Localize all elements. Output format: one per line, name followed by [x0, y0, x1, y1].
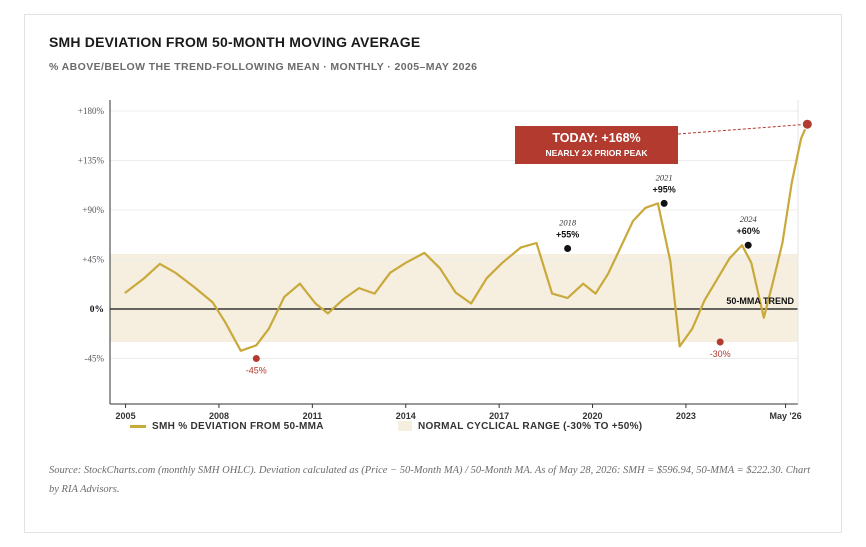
- normal-range-band: [110, 254, 798, 342]
- legend-line-label: SMH % DEVIATION FROM 50-MMA: [152, 421, 324, 432]
- chart-subtitle: % ABOVE/BELOW THE TREND-FOLLOWING MEAN ·…: [49, 61, 478, 73]
- x-tick-label: 2008: [209, 411, 229, 421]
- y-tick-label: +180%: [78, 106, 105, 116]
- x-tick-label: 2023: [676, 411, 696, 421]
- series-line-smh-deviation: [124, 123, 809, 352]
- y-tick-label: +90%: [82, 205, 104, 215]
- peak-marker: [744, 241, 752, 249]
- y-tick-label: 0%: [90, 305, 104, 315]
- x-tick-label: 2017: [489, 411, 509, 421]
- peak-marker: [564, 245, 572, 252]
- peak-year-label: 2021: [656, 172, 673, 182]
- y-tick-label: -45%: [85, 354, 105, 364]
- x-tick-label: 2014: [396, 411, 416, 421]
- today-marker: [801, 118, 813, 130]
- legend-line: SMH % DEVIATION FROM 50-MMA: [130, 421, 324, 432]
- x-tick-label: 2005: [116, 411, 136, 421]
- trough-marker: [252, 355, 260, 362]
- trend-line-label: 50-MMA TREND: [726, 296, 794, 306]
- legend-line-swatch: [130, 424, 146, 428]
- callout-leader-line: [677, 123, 808, 135]
- peak-year-label: 2018: [559, 218, 577, 228]
- peak-year-label: 2024: [740, 214, 758, 224]
- peak-value-label: +60%: [737, 226, 760, 236]
- callout-box: [515, 126, 678, 164]
- legend-band-swatch: [398, 421, 412, 432]
- source-note: Source: StockCharts.com (monthly SMH OHL…: [49, 465, 811, 495]
- x-tick-label: 2020: [583, 411, 603, 421]
- peak-value-label: +95%: [652, 184, 675, 194]
- legend-band: NORMAL CYCLICAL RANGE (-30% TO +50%): [398, 421, 642, 432]
- trough-value-label: -45%: [246, 366, 267, 376]
- callout-title: TODAY: +168%: [552, 131, 640, 145]
- legend-band-label: NORMAL CYCLICAL RANGE (-30% TO +50%): [418, 421, 643, 432]
- chart-title: SMH DEVIATION FROM 50-MONTH MOVING AVERA…: [49, 34, 421, 50]
- peak-marker: [660, 199, 668, 207]
- y-tick-label: +135%: [78, 156, 105, 166]
- x-tick-label: 2011: [303, 411, 323, 421]
- trough-marker: [716, 338, 724, 346]
- y-tick-label: +45%: [82, 255, 104, 265]
- callout-subtitle: NEARLY 2X PRIOR PEAK: [545, 148, 648, 158]
- peak-value-label: +55%: [556, 230, 579, 240]
- trough-value-label: -30%: [710, 349, 731, 359]
- x-tick-label: May '26: [769, 411, 801, 421]
